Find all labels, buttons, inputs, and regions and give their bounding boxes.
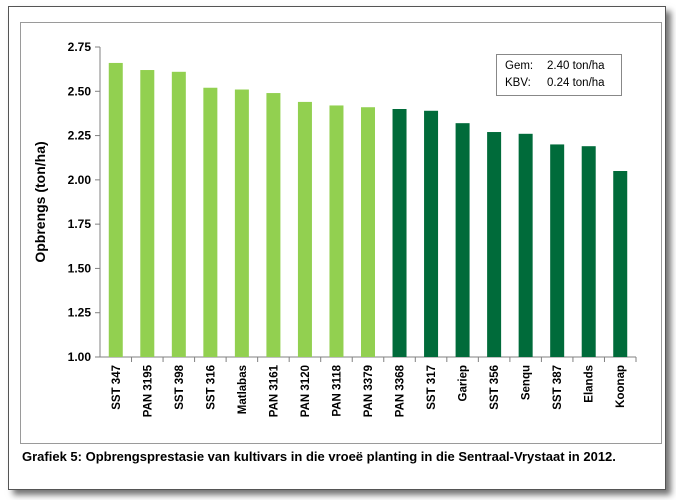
y-tick-label: 2.75 [68,40,92,54]
x-tick-label: SST 398 [174,364,186,409]
bar [487,132,502,357]
x-tick-label: PAN 3118 [331,364,343,416]
y-tick-label: 1.25 [68,306,92,320]
x-tick-label: SST 356 [489,365,501,410]
x-tick-label: PAN 3120 [300,365,312,417]
bar [329,105,344,357]
y-tick-label: 1.00 [68,350,92,364]
bar [266,93,281,358]
x-tick-label: Matlabas [237,365,249,414]
x-tick-label: PAN 3368 [395,364,407,417]
figure-caption: Grafiek 5: Opbrengsprestasie van kultiva… [22,449,616,464]
bar [392,109,407,357]
y-tick-label: 1.50 [68,261,92,275]
y-axis-title: Opbrengs (ton/ha) [32,141,48,262]
bar [203,87,218,357]
bar [550,144,565,357]
x-tick-label: SST 317 [426,365,438,410]
bar [581,146,596,357]
y-tick-label: 2.50 [68,84,92,98]
x-tick-label: PAN 3195 [142,364,154,417]
x-tick-label: Senqu [521,365,533,400]
bar [108,62,123,357]
cv-label: KBV: [505,77,531,89]
x-tick-label: Gariep [458,365,470,401]
bar [518,133,533,357]
bar [361,107,375,357]
x-tick-label: Koonap [615,365,627,408]
x-tick-label: SST 387 [552,365,564,410]
mean-row: Gem: 2.40 ton/ha [505,60,605,72]
bar [140,70,155,358]
bar [424,110,439,358]
bar [455,123,470,358]
mean-label: Gem: [505,60,534,72]
cv-row: KBV: 0.24 ton/ha [505,77,605,89]
y-tick-label: 2.25 [68,129,92,143]
bar [613,171,628,357]
mean-value: 2.40 ton/ha [547,60,605,72]
bar [234,89,249,357]
cv-value: 0.24 ton/ha [547,77,605,89]
stats-box: Gem: 2.40 ton/ha KBV: 0.24 ton/ha [496,54,622,96]
x-tick-label: SST 316 [205,365,217,410]
bar [171,71,186,358]
x-tick-label: SST 347 [111,365,123,410]
y-tick-label: 2.00 [68,173,92,187]
x-tick-label: PAN 3161 [268,364,280,417]
y-tick-label: 1.75 [68,217,92,231]
bar [297,101,312,358]
x-tick-label: PAN 3379 [363,365,375,417]
x-tick-label: Elands [584,365,596,403]
